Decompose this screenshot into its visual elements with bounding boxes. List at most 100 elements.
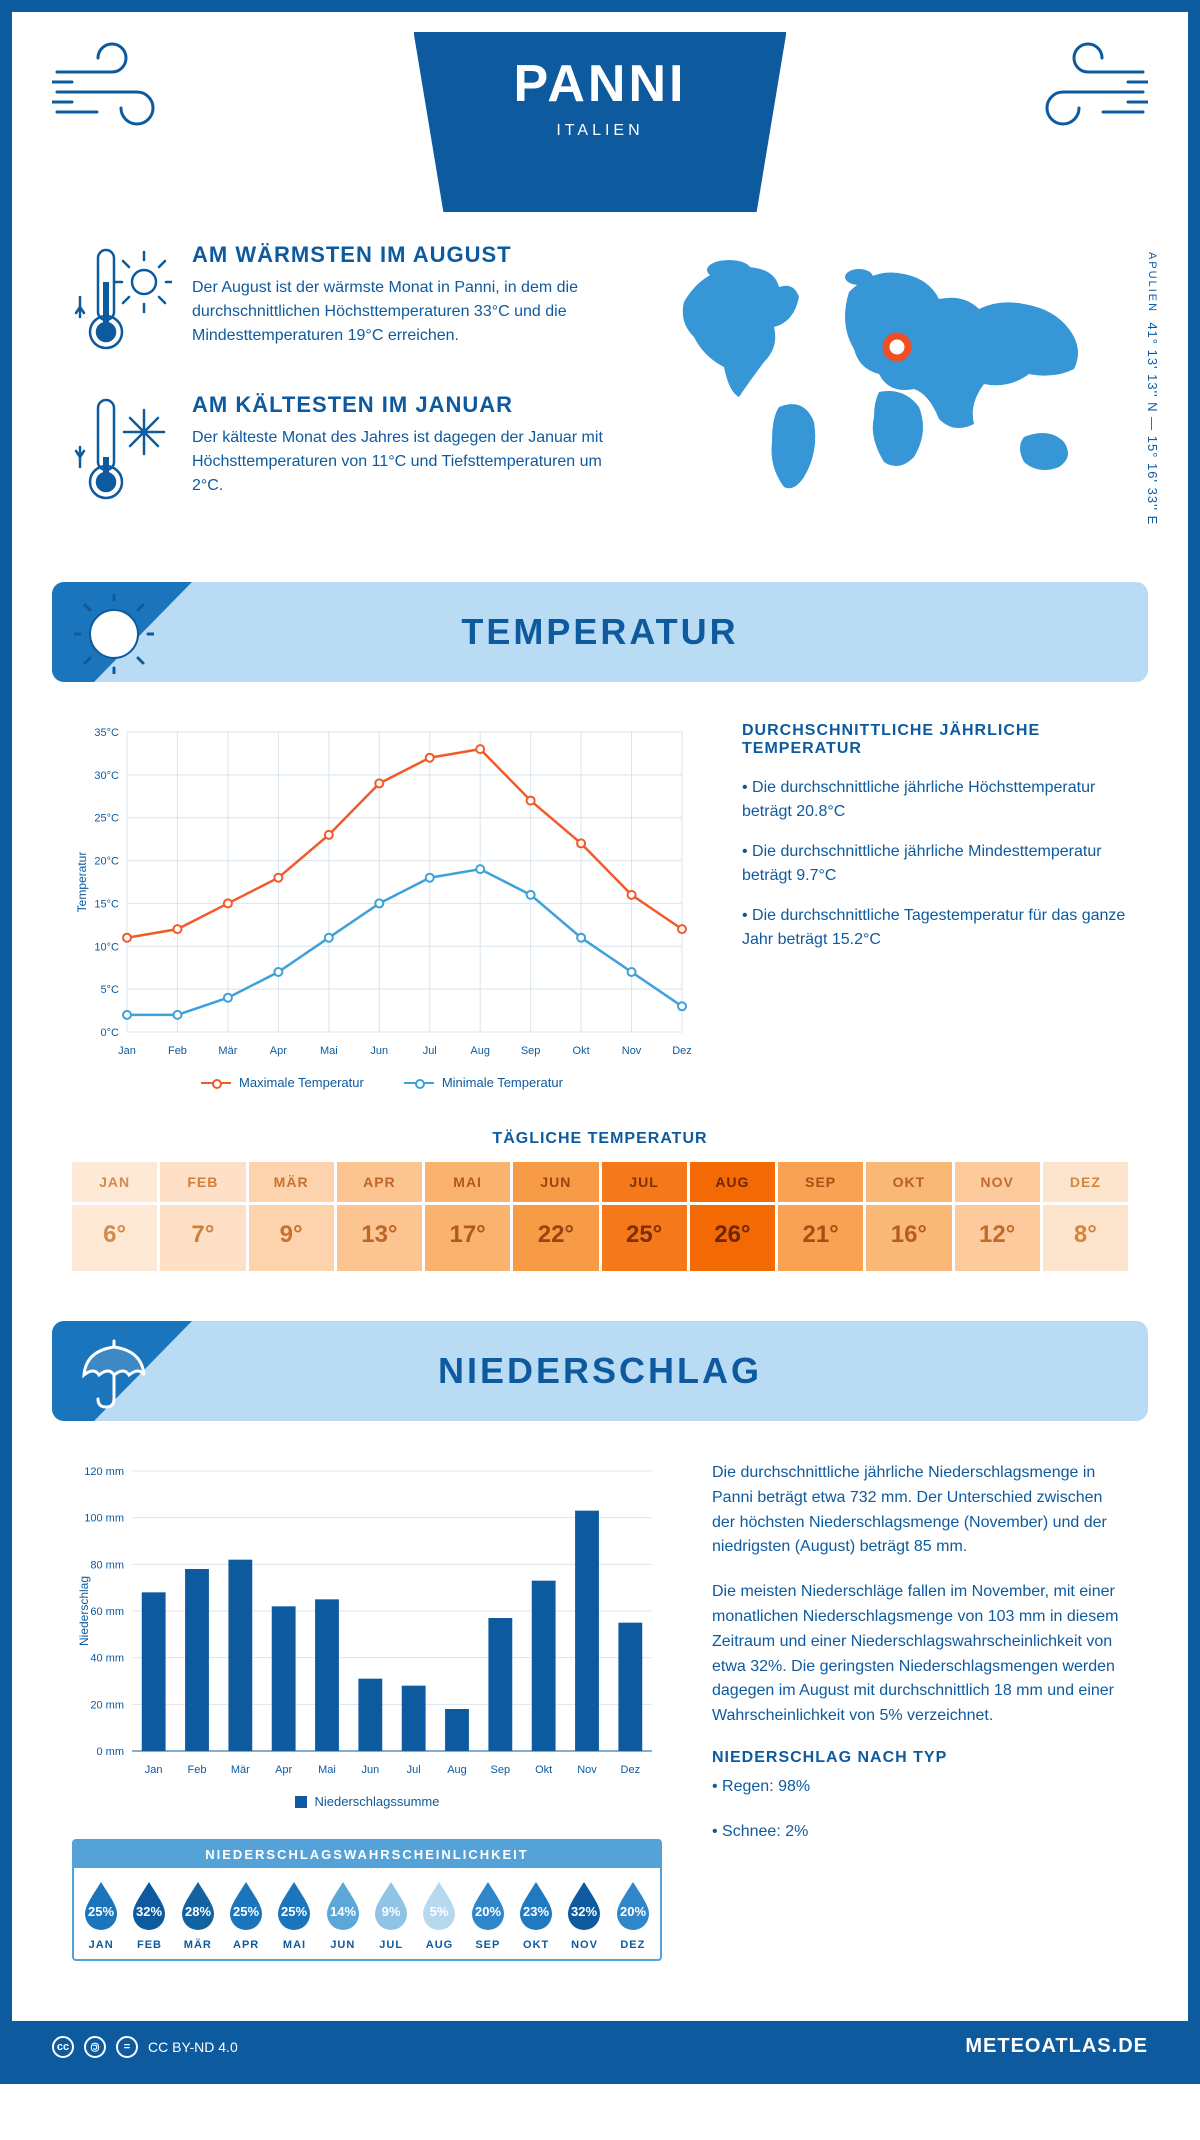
- heatmap-value: 6°: [72, 1205, 157, 1271]
- heatmap-month: MAI: [425, 1162, 510, 1202]
- temperature-bullet: • Die durchschnittliche jährliche Mindes…: [742, 840, 1128, 888]
- city-title: PANNI: [514, 54, 687, 114]
- thermometer-cold-icon: [72, 392, 172, 512]
- svg-text:25%: 25%: [281, 1904, 307, 1919]
- svg-text:Feb: Feb: [168, 1045, 187, 1057]
- svg-text:40 mm: 40 mm: [90, 1653, 124, 1665]
- heatmap-month: JUL: [602, 1162, 687, 1202]
- country-subtitle: ITALIEN: [514, 122, 687, 140]
- svg-text:Aug: Aug: [447, 1764, 467, 1776]
- warmest-text: Der August ist der wärmste Monat in Pann…: [192, 276, 611, 348]
- footer: cc 🄯 = CC BY-ND 4.0 METEOATLAS.DE: [12, 2021, 1188, 2072]
- probability-drop: 25% MAI: [271, 1878, 317, 1951]
- umbrella-icon: [74, 1333, 154, 1413]
- svg-text:10°C: 10°C: [94, 941, 119, 953]
- svg-text:20%: 20%: [475, 1904, 501, 1919]
- svg-text:80 mm: 80 mm: [90, 1559, 124, 1571]
- heatmap-value: 22°: [513, 1205, 598, 1271]
- probability-drop: 5% AUG: [416, 1878, 462, 1951]
- svg-text:28%: 28%: [185, 1904, 211, 1919]
- svg-text:Mai: Mai: [318, 1764, 336, 1776]
- site-logo: METEOATLAS.DE: [965, 2035, 1148, 2058]
- heatmap-value: 25°: [602, 1205, 687, 1271]
- svg-text:0°C: 0°C: [101, 1027, 120, 1039]
- svg-text:20 mm: 20 mm: [90, 1699, 124, 1711]
- wind-icon-left: [52, 42, 182, 142]
- precipitation-probability-box: NIEDERSCHLAGSWAHRSCHEINLICHKEIT 25% JAN …: [72, 1839, 662, 1961]
- temperature-info: DURCHSCHNITTLICHE JÄHRLICHE TEMPERATUR •…: [742, 722, 1128, 1090]
- heatmap-value: 8°: [1043, 1205, 1128, 1271]
- header: PANNI ITALIEN: [12, 12, 1188, 212]
- temperature-bullet: • Die durchschnittliche Tagestemperatur …: [742, 904, 1128, 952]
- probability-drop: 32% FEB: [126, 1878, 172, 1951]
- precip-type-bullet: • Regen: 98%: [712, 1775, 1128, 1800]
- heatmap-month: SEP: [778, 1162, 863, 1202]
- svg-text:Dez: Dez: [621, 1764, 641, 1776]
- svg-text:Nov: Nov: [622, 1045, 642, 1057]
- coldest-block: AM KÄLTESTEN IM JANUAR Der kälteste Mona…: [72, 392, 611, 512]
- heatmap-value: 26°: [690, 1205, 775, 1271]
- heatmap-value: 7°: [160, 1205, 245, 1271]
- probability-drop: 32% NOV: [561, 1878, 607, 1951]
- svg-text:Sep: Sep: [491, 1764, 511, 1776]
- svg-text:Apr: Apr: [270, 1045, 287, 1057]
- probability-drop: 14% JUN: [320, 1878, 366, 1951]
- heatmap-value: 16°: [866, 1205, 951, 1271]
- license-block: cc 🄯 = CC BY-ND 4.0: [52, 2036, 238, 2058]
- svg-text:Jun: Jun: [361, 1764, 379, 1776]
- heatmap-month: FEB: [160, 1162, 245, 1202]
- precip-type-bullet: • Schnee: 2%: [712, 1820, 1128, 1845]
- daily-temperature-heatmap: JANFEBMÄRAPRMAIJUNJULAUGSEPOKTNOVDEZ6°7°…: [72, 1162, 1128, 1271]
- svg-text:30°C: 30°C: [94, 770, 119, 782]
- svg-text:Niederschlag: Niederschlag: [77, 1576, 91, 1646]
- svg-text:Jan: Jan: [118, 1045, 136, 1057]
- svg-text:Jan: Jan: [145, 1764, 163, 1776]
- heatmap-month: MÄR: [249, 1162, 334, 1202]
- heatmap-month: OKT: [866, 1162, 951, 1202]
- heatmap-month: DEZ: [1043, 1162, 1128, 1202]
- svg-text:5%: 5%: [430, 1904, 449, 1919]
- heatmap-value: 17°: [425, 1205, 510, 1271]
- heatmap-month: APR: [337, 1162, 422, 1202]
- temperature-bullet: • Die durchschnittliche jährliche Höchst…: [742, 776, 1128, 824]
- warmest-title: AM WÄRMSTEN IM AUGUST: [192, 242, 611, 268]
- nd-icon: =: [116, 2036, 138, 2058]
- precipitation-section-header: NIEDERSCHLAG: [52, 1321, 1148, 1421]
- svg-text:Dez: Dez: [672, 1045, 692, 1057]
- svg-text:Mär: Mär: [231, 1764, 250, 1776]
- heatmap-month: JUN: [513, 1162, 598, 1202]
- svg-text:120 mm: 120 mm: [84, 1466, 124, 1478]
- heatmap-value: 21°: [778, 1205, 863, 1271]
- svg-text:23%: 23%: [523, 1904, 549, 1919]
- svg-text:9%: 9%: [382, 1904, 401, 1919]
- svg-text:Okt: Okt: [573, 1045, 590, 1057]
- by-icon: 🄯: [84, 2036, 106, 2058]
- svg-text:Jul: Jul: [407, 1764, 421, 1776]
- svg-text:0 mm: 0 mm: [97, 1746, 125, 1758]
- coordinates-label: APULIEN 41° 13' 13'' N — 15° 16' 33'' E: [1145, 252, 1160, 525]
- svg-text:Jun: Jun: [370, 1045, 388, 1057]
- svg-text:20%: 20%: [620, 1904, 646, 1919]
- temperature-legend: Maximale Temperatur Minimale Temperatur: [72, 1075, 692, 1090]
- heatmap-value: 12°: [955, 1205, 1040, 1271]
- svg-text:Feb: Feb: [188, 1764, 207, 1776]
- svg-text:Jul: Jul: [423, 1045, 437, 1057]
- thermometer-hot-icon: [72, 242, 172, 362]
- svg-text:32%: 32%: [136, 1904, 162, 1919]
- temperature-section-header: TEMPERATUR: [52, 582, 1148, 682]
- probability-drop: 20% DEZ: [610, 1878, 656, 1951]
- svg-text:Aug: Aug: [470, 1045, 490, 1057]
- precipitation-title: NIEDERSCHLAG: [52, 1350, 1148, 1392]
- svg-text:5°C: 5°C: [101, 984, 120, 996]
- warmest-block: AM WÄRMSTEN IM AUGUST Der August ist der…: [72, 242, 611, 362]
- precipitation-info: Die durchschnittliche jährliche Niedersc…: [712, 1461, 1128, 1961]
- coldest-text: Der kälteste Monat des Jahres ist dagege…: [192, 426, 611, 498]
- sun-icon: [74, 594, 154, 674]
- intro-row: AM WÄRMSTEN IM AUGUST Der August ist der…: [12, 212, 1188, 582]
- probability-drop: 23% OKT: [513, 1878, 559, 1951]
- heatmap-value: 13°: [337, 1205, 422, 1271]
- heatmap-month: AUG: [690, 1162, 775, 1202]
- cc-icon: cc: [52, 2036, 74, 2058]
- svg-text:14%: 14%: [330, 1904, 356, 1919]
- probability-drop: 20% SEP: [465, 1878, 511, 1951]
